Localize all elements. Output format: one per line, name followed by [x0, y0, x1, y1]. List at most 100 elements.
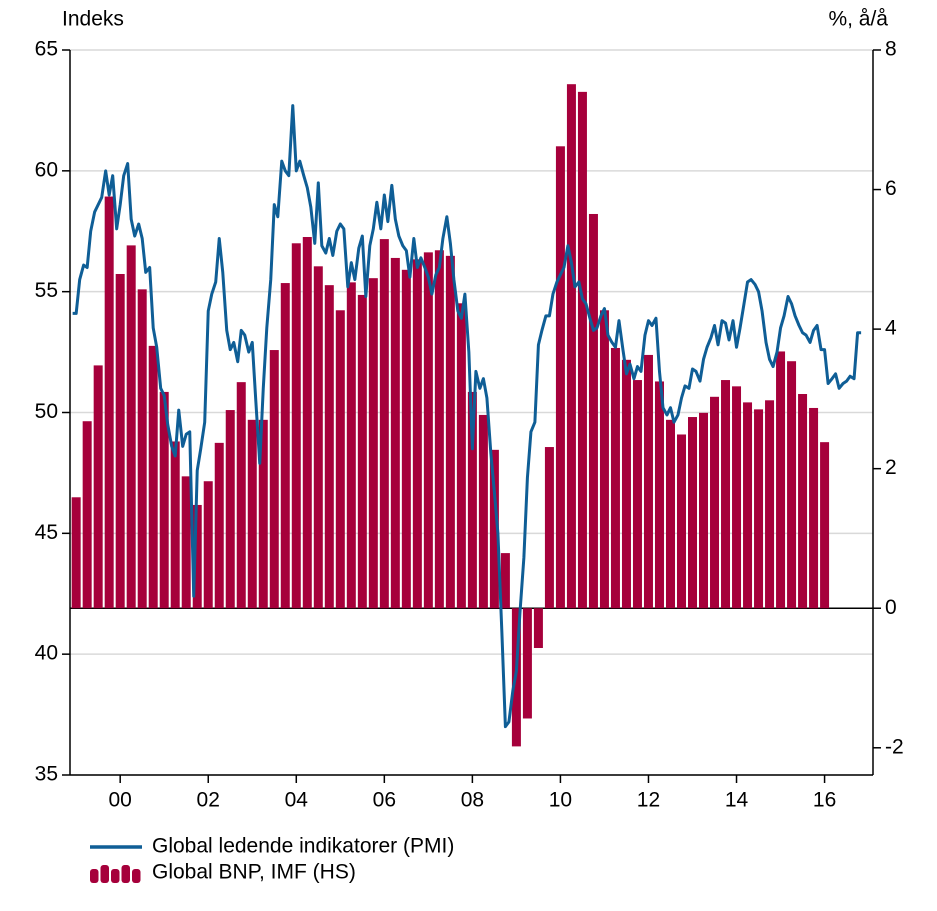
bar [676, 434, 686, 609]
bar [302, 237, 312, 609]
bar [555, 146, 565, 609]
y-tick-label: 65 [35, 38, 58, 61]
y2-tick-label: 8 [885, 38, 897, 61]
bar [732, 386, 742, 609]
x-tick-label: 10 [549, 789, 572, 812]
bar [104, 196, 114, 609]
legend-swatch [111, 869, 120, 883]
bar [71, 497, 81, 609]
bar [632, 380, 642, 609]
bar [401, 269, 411, 609]
bar [368, 278, 378, 609]
bar [566, 84, 576, 609]
bar [665, 419, 675, 609]
bar [688, 417, 698, 609]
bar [489, 449, 499, 609]
y-tick-label: 50 [35, 400, 58, 423]
legend-swatch [100, 865, 109, 883]
legend-swatch [132, 869, 141, 883]
y2-axis-title: %, å/å [828, 8, 888, 31]
bar [599, 310, 609, 609]
bar [269, 350, 279, 609]
x-tick-label: 02 [197, 789, 220, 812]
bar [313, 266, 323, 609]
bar [500, 553, 510, 609]
bar [225, 410, 235, 609]
bar [335, 310, 345, 609]
y-tick-label: 55 [35, 279, 58, 302]
bar [148, 345, 158, 609]
bar [621, 359, 631, 609]
bar [346, 282, 356, 609]
legend-swatch [90, 869, 99, 883]
bar [412, 259, 422, 609]
bar [203, 481, 213, 609]
y2-tick-label: 0 [885, 596, 897, 619]
x-tick-label: 08 [461, 789, 484, 812]
bar [434, 250, 444, 609]
bar [247, 419, 257, 609]
x-tick-label: 14 [725, 789, 749, 812]
x-tick-label: 04 [285, 789, 309, 812]
bar [192, 504, 202, 609]
bar [456, 303, 466, 609]
y2-tick-label: 2 [885, 456, 897, 479]
bar [291, 243, 301, 609]
x-tick-label: 12 [637, 789, 660, 812]
bar [82, 421, 92, 609]
y-tick-label: 45 [35, 521, 58, 544]
bar [798, 394, 808, 609]
bar [423, 252, 433, 609]
bar [721, 380, 731, 609]
bar [787, 361, 797, 609]
bar [115, 273, 125, 609]
bar [654, 381, 664, 609]
bar [544, 447, 554, 609]
bar [820, 442, 830, 609]
bar [533, 608, 543, 649]
legend-label: Global ledende indikatorer (PMI) [152, 835, 454, 858]
bar [478, 414, 488, 609]
bar [643, 354, 653, 609]
bar [610, 347, 620, 609]
y2-tick-label: -2 [885, 735, 904, 758]
bar [137, 289, 147, 609]
bar [577, 91, 587, 609]
bar [765, 400, 775, 609]
bar [126, 245, 136, 609]
bar [743, 402, 753, 609]
y-tick-label: 40 [35, 642, 58, 665]
y2-tick-label: 6 [885, 177, 897, 200]
bar [809, 407, 819, 609]
bar [181, 476, 191, 609]
x-tick-label: 16 [813, 789, 836, 812]
bar [324, 285, 334, 609]
bar [170, 441, 180, 609]
bar [522, 608, 532, 719]
y-tick-label: 35 [35, 763, 58, 786]
bar [93, 365, 103, 609]
y-tick-label: 60 [35, 158, 58, 181]
bar [214, 442, 224, 609]
bar [236, 382, 246, 609]
x-tick-label: 06 [373, 789, 396, 812]
y2-tick-label: 4 [885, 317, 897, 340]
bar [588, 213, 598, 609]
bar [699, 412, 709, 609]
legend-swatch [121, 865, 130, 883]
line [72, 104, 862, 729]
bar [445, 255, 455, 609]
bar [258, 419, 268, 609]
bar [280, 283, 290, 609]
bar [159, 391, 169, 609]
bar [379, 239, 389, 609]
bar [754, 409, 764, 609]
legend-label: Global BNP, IMF (HS) [152, 861, 356, 884]
bar [357, 294, 367, 609]
bar [390, 257, 400, 609]
bar [776, 351, 786, 609]
bar [710, 396, 720, 609]
bar [467, 391, 477, 609]
x-tick-label: 00 [109, 789, 132, 812]
